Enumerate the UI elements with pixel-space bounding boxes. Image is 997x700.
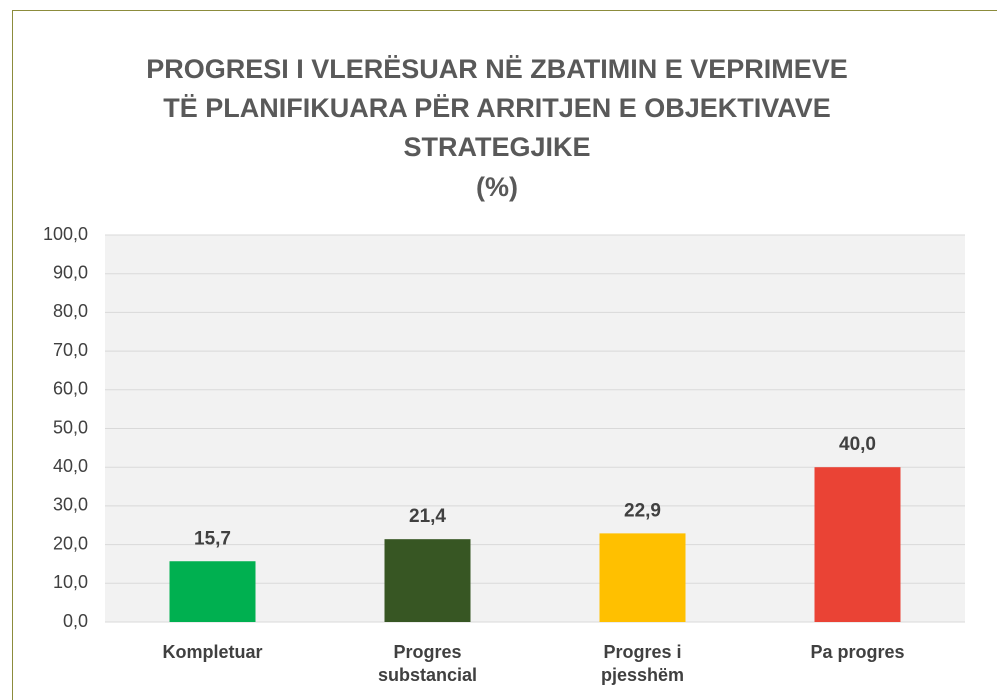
y-tick-label: 50,0 [53,417,88,437]
y-tick-label: 10,0 [53,572,88,592]
chart-title: PROGRESI I VLERËSUAR NË ZBATIMIN E VEPRI… [146,54,848,162]
data-label: 40,0 [839,434,876,455]
y-tick-label: 70,0 [53,340,88,360]
chart-subtitle: (%) [476,172,518,202]
data-label: 15,7 [194,528,231,549]
y-tick-label: 0,0 [63,611,88,631]
x-tick-label: Kompletuar [162,642,263,662]
y-tick-label: 60,0 [53,379,88,399]
y-tick-label: 100,0 [43,224,88,244]
bar [169,561,256,622]
y-tick-label: 20,0 [53,533,88,553]
x-tick-label: Progres i pjesshëm [600,642,685,685]
chart-border [12,10,997,700]
y-tick-label: 90,0 [53,262,88,282]
bar [814,467,901,622]
y-tick-label: 30,0 [53,495,88,515]
data-label: 22,9 [624,500,661,521]
x-tick-label: Pa progres [810,642,905,662]
x-tick-label: Progres substancial [377,642,478,685]
y-tick-label: 40,0 [53,456,88,476]
data-label: 21,4 [409,506,446,527]
bar [384,539,471,622]
bar [599,533,686,622]
y-tick-label: 80,0 [53,301,88,321]
